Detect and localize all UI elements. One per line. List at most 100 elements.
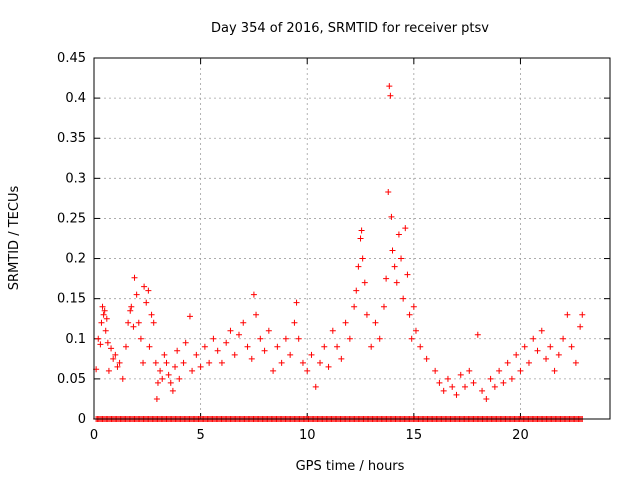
data-point (128, 303, 135, 310)
data-point (143, 299, 150, 306)
y-tick-label: 0.2 (65, 252, 86, 267)
data-point (141, 283, 148, 290)
data-point (130, 323, 137, 330)
data-point (114, 363, 121, 370)
data-point (119, 375, 126, 382)
data-point (159, 375, 166, 382)
data-point (214, 347, 221, 354)
x-tick-label: 10 (299, 428, 316, 443)
data-point (579, 311, 586, 318)
data-point (547, 343, 554, 350)
data-point (551, 367, 558, 374)
data-point (235, 331, 242, 338)
y-tick-label: 0.45 (57, 51, 86, 66)
data-point (444, 375, 451, 382)
data-point (137, 335, 144, 342)
data-point (244, 343, 251, 350)
data-point (357, 235, 364, 242)
data-point (287, 351, 294, 358)
data-point (278, 359, 285, 366)
data-point (261, 347, 268, 354)
data-point (104, 339, 111, 346)
data-point (95, 335, 102, 342)
data-point (135, 319, 142, 326)
data-point (402, 225, 409, 232)
data-point (406, 311, 413, 318)
data-point (102, 327, 109, 334)
data-point (97, 341, 104, 348)
data-point (150, 319, 157, 326)
x-tick-label: 15 (406, 428, 423, 443)
data-point (500, 379, 507, 386)
data-point (449, 383, 456, 390)
grid-lines (94, 58, 610, 419)
data-point (543, 355, 550, 362)
data-point (140, 359, 147, 366)
data-points (93, 83, 586, 422)
data-point (387, 92, 394, 99)
y-axis-label: SRMTID / TECUs (7, 186, 22, 291)
plot-frame (93, 57, 611, 420)
data-point (386, 83, 393, 90)
y-tick-label: 0.25 (57, 211, 86, 226)
data-point (504, 359, 511, 366)
data-point (351, 303, 358, 310)
data-point (186, 313, 193, 320)
data-point (517, 367, 524, 374)
data-point (299, 359, 306, 366)
data-point (253, 311, 260, 318)
chart-title: Day 354 of 2016, SRMTID for receiver pts… (211, 21, 489, 36)
data-point (376, 335, 383, 342)
data-point (154, 379, 161, 386)
data-point (231, 351, 238, 358)
data-point (153, 395, 160, 402)
data-point (338, 355, 345, 362)
data-point (398, 255, 405, 262)
data-point (440, 387, 447, 394)
data-point (564, 311, 571, 318)
data-point (525, 359, 532, 366)
data-point (353, 287, 360, 294)
data-point (167, 379, 174, 386)
data-point (112, 351, 119, 358)
x-tick-label: 20 (512, 428, 529, 443)
data-point (304, 367, 311, 374)
data-point (568, 343, 575, 350)
data-point (453, 391, 460, 398)
data-point (361, 279, 368, 286)
y-tick-label: 0.3 (65, 171, 86, 186)
data-point (363, 311, 370, 318)
data-point (176, 375, 183, 382)
data-point (329, 327, 336, 334)
data-point (146, 343, 153, 350)
data-point (206, 359, 213, 366)
data-point (496, 367, 503, 374)
data-point (321, 343, 328, 350)
data-point (466, 367, 473, 374)
data-point (227, 327, 234, 334)
data-point (408, 335, 415, 342)
data-point (152, 359, 159, 366)
data-point (355, 263, 362, 270)
y-tick-label: 0.35 (57, 131, 86, 146)
data-point (180, 359, 187, 366)
data-point (110, 355, 117, 362)
data-point (457, 371, 464, 378)
data-point (182, 339, 189, 346)
y-tick-label: 0.4 (65, 91, 86, 106)
data-point (133, 291, 140, 298)
data-point (163, 359, 170, 366)
data-point (513, 351, 520, 358)
data-point (389, 247, 396, 254)
data-point (530, 335, 537, 342)
data-point (98, 319, 105, 326)
data-point (145, 287, 152, 294)
y-tick-label: 0.15 (57, 292, 86, 307)
data-point (393, 279, 400, 286)
data-point (99, 303, 106, 310)
data-point (248, 355, 255, 362)
data-point (368, 343, 375, 350)
data-point (105, 367, 112, 374)
data-point (270, 367, 277, 374)
